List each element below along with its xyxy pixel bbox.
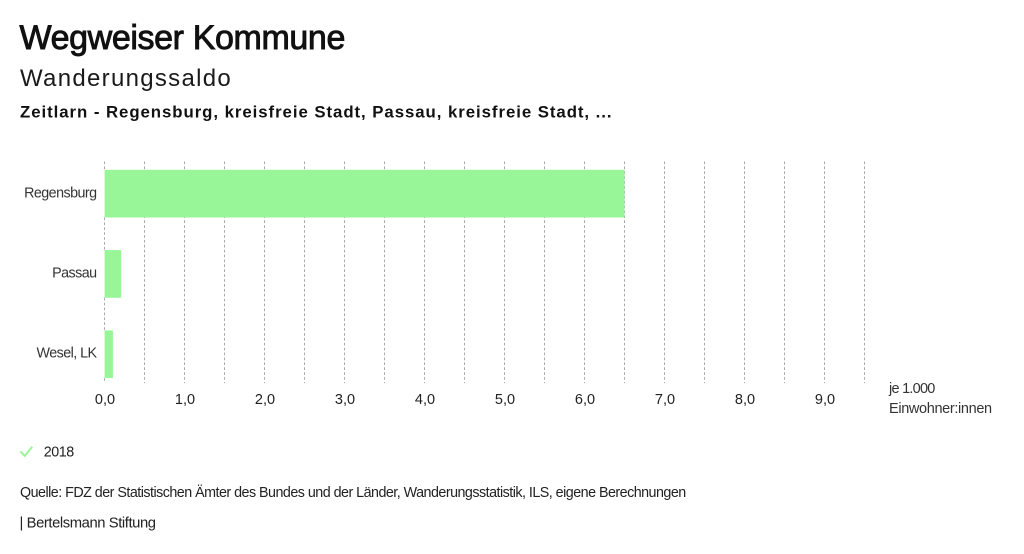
svg-text:0,0: 0,0: [95, 392, 115, 408]
svg-text:9,0: 9,0: [815, 392, 835, 408]
svg-text:3,0: 3,0: [335, 392, 355, 408]
svg-text:je 1.000: je 1.000: [888, 381, 935, 397]
svg-text:| Bertelsmann Stiftung: | Bertelsmann Stiftung: [20, 515, 156, 531]
svg-text:1,0: 1,0: [175, 392, 195, 408]
svg-text:Regensburg: Regensburg: [24, 185, 97, 201]
svg-text:4,0: 4,0: [415, 392, 435, 408]
svg-text:Wanderungssaldo: Wanderungssaldo: [20, 65, 232, 92]
svg-text:Einwohner:innen: Einwohner:innen: [889, 401, 992, 417]
svg-text:5,0: 5,0: [495, 392, 515, 408]
svg-text:Quelle: FDZ der Statistischen: Quelle: FDZ der Statistischen Ämter des …: [20, 484, 686, 501]
svg-text:Passau: Passau: [52, 265, 96, 281]
svg-text:2,0: 2,0: [255, 392, 275, 408]
svg-text:Wesel, LK: Wesel, LK: [37, 346, 98, 362]
svg-text:8,0: 8,0: [735, 392, 755, 408]
svg-text:2018: 2018: [44, 445, 75, 461]
svg-text:6,0: 6,0: [575, 392, 595, 408]
svg-text:7,0: 7,0: [655, 392, 675, 408]
svg-text:Zeitlarn - Regensburg, kreisfr: Zeitlarn - Regensburg, kreisfreie Stadt,…: [20, 102, 613, 121]
svg-text:Wegweiser Kommune: Wegweiser Kommune: [20, 19, 346, 57]
